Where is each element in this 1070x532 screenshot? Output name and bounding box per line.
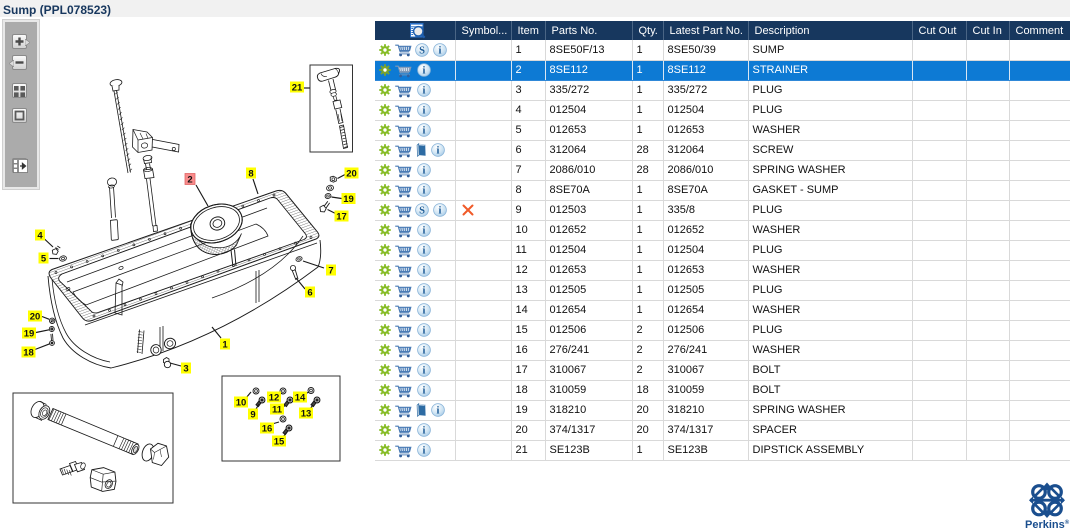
svg-text:i: i — [437, 405, 440, 416]
svg-text:14: 14 — [295, 392, 306, 403]
svg-text:i: i — [423, 65, 426, 76]
svg-text:i: i — [423, 285, 426, 296]
svg-text:17: 17 — [336, 211, 347, 222]
svg-text:3: 3 — [183, 363, 188, 374]
svg-text:1: 1 — [222, 339, 228, 350]
svg-text:18: 18 — [23, 347, 34, 358]
svg-text:i: i — [423, 105, 426, 116]
svg-text:i: i — [423, 445, 426, 456]
svg-text:4: 4 — [37, 230, 43, 241]
svg-text:i: i — [423, 245, 426, 256]
svg-text:i: i — [423, 125, 426, 136]
svg-text:i: i — [423, 85, 426, 96]
svg-text:20: 20 — [30, 311, 41, 322]
svg-text:i: i — [439, 205, 442, 216]
svg-text:S: S — [419, 205, 425, 216]
svg-text:i: i — [423, 385, 426, 396]
svg-text:i: i — [423, 425, 426, 436]
svg-text:20: 20 — [346, 168, 357, 179]
svg-text:15: 15 — [274, 436, 285, 447]
svg-text:i: i — [439, 45, 442, 56]
svg-text:6: 6 — [307, 287, 312, 298]
svg-text:S: S — [419, 45, 425, 56]
svg-text:i: i — [423, 325, 426, 336]
svg-text:8: 8 — [248, 168, 253, 179]
svg-text:i: i — [423, 265, 426, 276]
svg-text:19: 19 — [24, 328, 35, 339]
svg-text:16: 16 — [262, 423, 273, 434]
svg-text:i: i — [423, 225, 426, 236]
svg-text:12: 12 — [269, 392, 280, 403]
svg-text:i: i — [423, 345, 426, 356]
svg-text:i: i — [437, 145, 440, 156]
svg-text:10: 10 — [236, 397, 247, 408]
svg-text:7: 7 — [328, 265, 333, 276]
svg-text:19: 19 — [343, 194, 354, 205]
svg-text:2: 2 — [187, 174, 192, 185]
svg-text:i: i — [423, 365, 426, 376]
svg-text:9: 9 — [250, 409, 255, 420]
svg-text:13: 13 — [301, 408, 312, 419]
svg-text:i: i — [423, 305, 426, 316]
svg-text:5: 5 — [41, 253, 47, 264]
svg-text:11: 11 — [272, 404, 283, 415]
svg-text:i: i — [423, 185, 426, 196]
svg-text:21: 21 — [292, 82, 303, 93]
svg-text:i: i — [423, 165, 426, 176]
